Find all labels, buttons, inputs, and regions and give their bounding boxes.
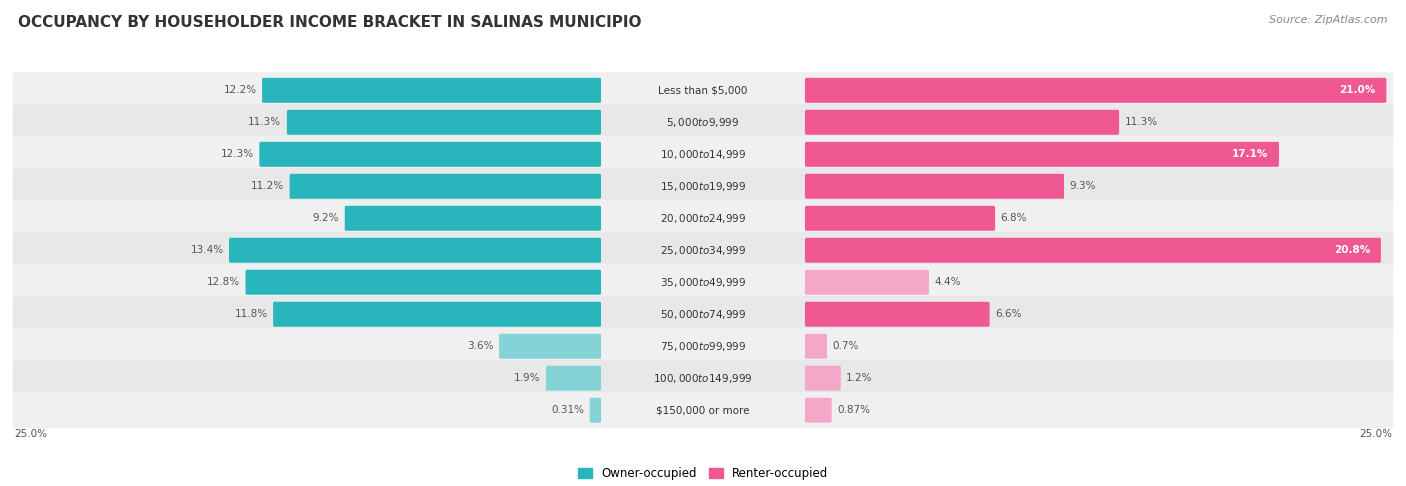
Text: 11.8%: 11.8%: [235, 309, 267, 319]
FancyBboxPatch shape: [806, 334, 827, 359]
Text: 21.0%: 21.0%: [1339, 86, 1375, 95]
FancyBboxPatch shape: [806, 206, 995, 231]
FancyBboxPatch shape: [806, 302, 990, 327]
Text: 25.0%: 25.0%: [14, 429, 46, 439]
FancyBboxPatch shape: [13, 296, 1393, 332]
Text: $25,000 to $34,999: $25,000 to $34,999: [659, 244, 747, 257]
FancyBboxPatch shape: [13, 232, 1393, 268]
FancyBboxPatch shape: [262, 78, 600, 103]
Text: OCCUPANCY BY HOUSEHOLDER INCOME BRACKET IN SALINAS MUNICIPIO: OCCUPANCY BY HOUSEHOLDER INCOME BRACKET …: [18, 15, 641, 30]
FancyBboxPatch shape: [13, 392, 1393, 429]
Text: $35,000 to $49,999: $35,000 to $49,999: [659, 276, 747, 289]
Text: 20.8%: 20.8%: [1334, 245, 1369, 255]
Legend: Owner-occupied, Renter-occupied: Owner-occupied, Renter-occupied: [572, 462, 834, 485]
FancyBboxPatch shape: [287, 110, 600, 135]
Text: 11.3%: 11.3%: [1125, 117, 1157, 127]
Text: 1.2%: 1.2%: [846, 373, 873, 383]
FancyBboxPatch shape: [273, 302, 600, 327]
Text: 1.9%: 1.9%: [515, 373, 540, 383]
FancyBboxPatch shape: [13, 136, 1393, 173]
Text: 0.7%: 0.7%: [832, 341, 859, 351]
Text: 6.8%: 6.8%: [1001, 213, 1028, 223]
FancyBboxPatch shape: [806, 398, 832, 423]
Text: 0.31%: 0.31%: [551, 405, 585, 415]
FancyBboxPatch shape: [806, 142, 1279, 167]
FancyBboxPatch shape: [13, 200, 1393, 237]
FancyBboxPatch shape: [806, 110, 1119, 135]
Text: 11.3%: 11.3%: [249, 117, 281, 127]
Text: $50,000 to $74,999: $50,000 to $74,999: [659, 308, 747, 321]
Text: $100,000 to $149,999: $100,000 to $149,999: [654, 372, 752, 385]
FancyBboxPatch shape: [499, 334, 600, 359]
Text: 12.8%: 12.8%: [207, 277, 240, 287]
FancyBboxPatch shape: [806, 238, 1381, 263]
FancyBboxPatch shape: [13, 264, 1393, 300]
FancyBboxPatch shape: [806, 78, 1386, 103]
Text: $150,000 or more: $150,000 or more: [657, 405, 749, 415]
Text: $5,000 to $9,999: $5,000 to $9,999: [666, 116, 740, 129]
FancyBboxPatch shape: [13, 328, 1393, 364]
Text: 4.4%: 4.4%: [935, 277, 960, 287]
FancyBboxPatch shape: [259, 142, 600, 167]
Text: 9.3%: 9.3%: [1070, 181, 1097, 191]
Text: $15,000 to $19,999: $15,000 to $19,999: [659, 180, 747, 193]
FancyBboxPatch shape: [290, 174, 600, 199]
Text: 11.2%: 11.2%: [252, 181, 284, 191]
Text: 12.2%: 12.2%: [224, 86, 256, 95]
Text: Source: ZipAtlas.com: Source: ZipAtlas.com: [1270, 15, 1388, 25]
Text: 12.3%: 12.3%: [221, 149, 254, 159]
Text: 25.0%: 25.0%: [1360, 429, 1392, 439]
Text: 0.87%: 0.87%: [837, 405, 870, 415]
Text: 9.2%: 9.2%: [312, 213, 339, 223]
Text: 6.6%: 6.6%: [995, 309, 1022, 319]
FancyBboxPatch shape: [806, 174, 1064, 199]
FancyBboxPatch shape: [806, 270, 929, 295]
Text: 13.4%: 13.4%: [190, 245, 224, 255]
FancyBboxPatch shape: [546, 366, 600, 391]
FancyBboxPatch shape: [13, 168, 1393, 205]
Text: $10,000 to $14,999: $10,000 to $14,999: [659, 148, 747, 161]
Text: $75,000 to $99,999: $75,000 to $99,999: [659, 340, 747, 353]
FancyBboxPatch shape: [13, 360, 1393, 397]
FancyBboxPatch shape: [344, 206, 600, 231]
FancyBboxPatch shape: [806, 366, 841, 391]
FancyBboxPatch shape: [13, 72, 1393, 108]
FancyBboxPatch shape: [246, 270, 600, 295]
Text: 3.6%: 3.6%: [467, 341, 494, 351]
FancyBboxPatch shape: [589, 398, 600, 423]
FancyBboxPatch shape: [229, 238, 600, 263]
Text: $20,000 to $24,999: $20,000 to $24,999: [659, 212, 747, 225]
FancyBboxPatch shape: [13, 104, 1393, 140]
Text: 17.1%: 17.1%: [1232, 149, 1268, 159]
Text: Less than $5,000: Less than $5,000: [658, 86, 748, 95]
